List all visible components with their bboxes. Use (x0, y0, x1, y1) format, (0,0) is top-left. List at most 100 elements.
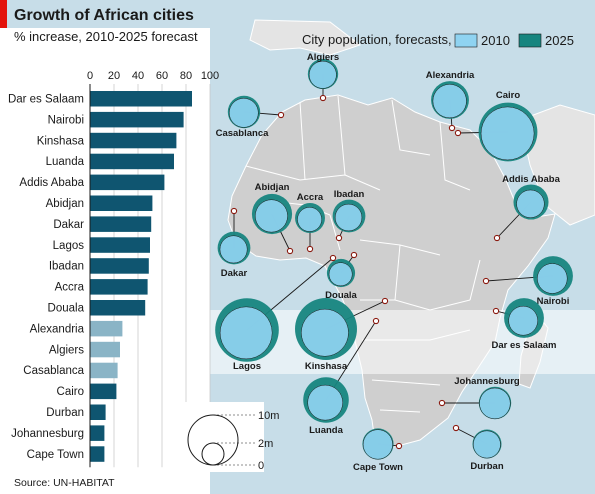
source-note: Source: UN-HABITAT (14, 477, 115, 489)
bubble-2010-ibadan (334, 203, 363, 232)
category-label: Nairobi (48, 114, 84, 126)
location-marker-johannesburg (438, 399, 446, 407)
city-label-abidjan: Abidjan (255, 182, 290, 193)
city-label-alexandria: Alexandria (426, 70, 475, 81)
city-cape-town: Cape Town (353, 428, 403, 473)
category-label: Dakar (53, 219, 84, 231)
bar-lagos (90, 237, 150, 253)
size-label-10m: 10m (258, 410, 279, 422)
city-durban: Durban (452, 424, 504, 472)
location-marker-abidjan (286, 247, 294, 255)
city-label-durban: Durban (470, 461, 503, 472)
bubble-2010-johannesburg (479, 387, 511, 420)
city-label-dar-es-salaam: Dar es Salaam (492, 340, 557, 351)
location-marker-accra (306, 245, 314, 253)
city-label-casablanca: Casablanca (216, 128, 270, 139)
mediterranean-coast-europe (249, 19, 362, 56)
bar-dar-es-salaam (90, 91, 192, 107)
category-label: Durban (46, 407, 84, 419)
x-tick-label: 80 (180, 70, 192, 82)
bubble-2010-cape-town (362, 429, 393, 460)
location-marker-kinshasa (381, 297, 389, 305)
category-label: Lagos (53, 240, 85, 252)
bar-cairo (90, 383, 117, 400)
bubble-2010-dar-es-salaam (508, 305, 538, 336)
location-marker-lagos (329, 254, 337, 262)
bubble-2010-addis-ababa (516, 189, 545, 218)
city-label-cape-town: Cape Town (353, 462, 403, 473)
bubble-2010-accra (297, 207, 322, 232)
category-label: Cape Town (27, 449, 84, 461)
x-tick-label: 0 (87, 70, 93, 82)
chart-title: Growth of African cities (14, 7, 194, 24)
bar-alexandria (90, 320, 123, 337)
location-marker-ibadan (335, 234, 343, 242)
category-label: Addis Ababa (19, 177, 84, 189)
legend-label-2010: 2010 (481, 33, 510, 48)
bubble-2010-lagos (219, 306, 273, 360)
city-label-dakar: Dakar (221, 268, 248, 279)
legend-swatch-2010 (454, 33, 478, 48)
x-tick-label: 20 (108, 70, 120, 82)
location-marker-alexandria (448, 124, 456, 132)
city-label-cairo: Cairo (496, 90, 520, 101)
bar-kinshasa (90, 132, 177, 149)
city-dar-es-salaam: Dar es Salaam (492, 298, 557, 351)
bar-durban (90, 404, 106, 420)
category-label: Cairo (57, 386, 84, 398)
bar-ibadan (90, 258, 149, 274)
city-douala: Douala (325, 251, 358, 301)
category-label: Ibadan (49, 261, 84, 273)
category-label: Luanda (46, 156, 85, 168)
bubble-2010-kinshasa (301, 308, 349, 357)
city-label-luanda: Luanda (309, 425, 343, 436)
bar-johannesburg (90, 425, 105, 441)
category-label: Dar es Salaam (8, 94, 84, 106)
chart-subtitle: % increase, 2010-2025 forecast (14, 29, 198, 44)
location-marker-douala (350, 251, 358, 259)
bubble-2010-durban (472, 430, 501, 459)
city-label-kinshasa: Kinshasa (305, 361, 348, 372)
category-label: Casablanca (23, 365, 84, 377)
bar-chart: 0 20 40 60 80 100 Dar es Salaam Nairobi Kinshasa… (8, 70, 219, 468)
location-marker-cape-town (395, 442, 403, 450)
bar-luanda (90, 153, 174, 170)
x-tick-label: 60 (156, 70, 168, 82)
city-accra: Accra (295, 192, 325, 253)
city-algiers: Algiers (307, 52, 339, 102)
category-label: Abidjan (46, 198, 84, 210)
size-circle-2m (201, 442, 225, 466)
bubble-2010-alexandria (432, 84, 467, 119)
map-legend: City population, forecasts, 2010 2025 (302, 32, 574, 48)
location-marker-dar-es-salaam (492, 307, 500, 315)
location-marker-casablanca (277, 111, 285, 119)
bar-douala (90, 300, 146, 316)
size-label-0: 0 (258, 460, 264, 472)
category-label: Alexandria (30, 323, 85, 335)
city-label-douala: Douala (325, 290, 357, 301)
city-label-algiers: Algiers (307, 52, 339, 63)
city-nairobi: Nairobi (482, 256, 573, 307)
brand-accent-bar (0, 0, 7, 28)
city-bubbles: Algiers Casablanca Alexandria Cairo Addis Ab… (215, 52, 573, 473)
city-cairo: Cairo (454, 90, 538, 162)
location-marker-durban (452, 424, 460, 432)
bar-casablanca (90, 362, 118, 379)
city-addis-ababa: Addis Ababa (493, 174, 561, 242)
bubble-2010-cairo (480, 106, 535, 161)
city-abidjan: Abidjan (251, 182, 294, 255)
location-marker-cairo (454, 129, 462, 137)
city-alexandria: Alexandria (426, 70, 475, 132)
location-marker-algiers (319, 94, 327, 102)
city-casablanca: Casablanca (216, 95, 285, 139)
city-label-johannesburg: Johannesburg (454, 376, 520, 387)
category-label: Accra (55, 282, 85, 294)
legend-swatch-2025 (518, 33, 542, 48)
city-luanda: Luanda (303, 317, 380, 436)
bar-nairobi (90, 111, 184, 128)
bar-dakar (90, 216, 152, 232)
bubble-2010-casablanca (228, 98, 259, 128)
category-label: Johannesburg (11, 428, 84, 440)
city-label-lagos: Lagos (233, 361, 261, 372)
